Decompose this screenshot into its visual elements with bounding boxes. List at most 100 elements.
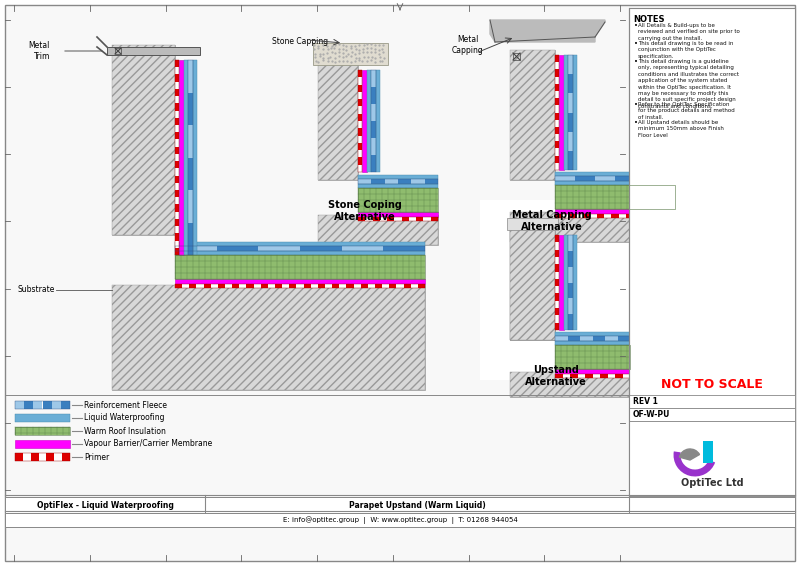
Bar: [510, 230, 555, 340]
Bar: [661, 214, 668, 218]
Bar: [555, 214, 562, 218]
Bar: [175, 110, 179, 118]
Bar: [175, 226, 179, 233]
Bar: [368, 284, 375, 288]
Text: OptiFlex - Liquid Waterproofing: OptiFlex - Liquid Waterproofing: [37, 500, 174, 509]
Bar: [568, 298, 573, 314]
Bar: [339, 284, 346, 288]
Bar: [358, 99, 362, 106]
Bar: [358, 128, 362, 136]
Bar: [184, 60, 188, 255]
Text: Parapet Upstand (Warm Liquid): Parapet Upstand (Warm Liquid): [349, 500, 486, 509]
Bar: [175, 118, 179, 125]
Text: Metal
Trim: Metal Trim: [29, 41, 50, 61]
Bar: [358, 136, 362, 143]
Bar: [358, 175, 438, 179]
Bar: [646, 214, 654, 218]
Bar: [568, 113, 573, 132]
Bar: [555, 323, 559, 330]
Bar: [555, 113, 559, 119]
Bar: [555, 214, 675, 218]
Text: Reinforcement Fleece: Reinforcement Fleece: [84, 401, 167, 409]
Bar: [555, 369, 630, 374]
Bar: [205, 497, 629, 513]
Bar: [175, 139, 179, 147]
Bar: [555, 345, 630, 369]
Bar: [600, 374, 607, 378]
Bar: [367, 70, 371, 172]
Bar: [607, 374, 615, 378]
Bar: [115, 48, 121, 54]
Bar: [38, 453, 46, 461]
Bar: [595, 176, 615, 181]
Bar: [188, 92, 193, 125]
Bar: [555, 142, 559, 148]
Bar: [418, 284, 425, 288]
Bar: [555, 374, 630, 378]
Bar: [411, 179, 425, 184]
Bar: [318, 284, 325, 288]
Text: NOT TO SCALE: NOT TO SCALE: [661, 379, 763, 392]
Bar: [568, 314, 573, 330]
Bar: [510, 212, 675, 242]
Bar: [555, 148, 559, 156]
Bar: [15, 401, 70, 409]
Text: NOTES: NOTES: [633, 15, 665, 24]
Bar: [46, 453, 54, 461]
Bar: [555, 84, 559, 91]
Bar: [629, 421, 795, 496]
Bar: [510, 372, 630, 397]
Bar: [358, 188, 438, 212]
Bar: [15, 401, 24, 409]
Bar: [570, 374, 578, 378]
Text: Refer to the OptiTec Specification
for the product details and method
of install: Refer to the OptiTec Specification for t…: [638, 102, 734, 120]
Bar: [394, 217, 402, 221]
Bar: [175, 204, 179, 212]
Bar: [387, 217, 394, 221]
Bar: [358, 106, 362, 114]
Bar: [568, 235, 573, 251]
Bar: [175, 255, 425, 279]
Bar: [555, 62, 559, 70]
Bar: [175, 190, 179, 197]
Bar: [559, 235, 564, 330]
Bar: [310, 284, 318, 288]
Bar: [175, 284, 425, 288]
Bar: [555, 181, 675, 185]
Text: Stone Capping: Stone Capping: [272, 37, 328, 46]
Bar: [605, 214, 611, 218]
Bar: [568, 132, 573, 151]
Bar: [555, 235, 559, 242]
Bar: [371, 70, 376, 172]
Bar: [342, 246, 383, 251]
Text: OF-W-PU: OF-W-PU: [633, 410, 670, 419]
Bar: [371, 138, 376, 155]
Bar: [425, 179, 438, 184]
Bar: [430, 217, 438, 221]
Bar: [376, 70, 380, 172]
Bar: [290, 284, 297, 288]
Bar: [61, 401, 70, 409]
Bar: [555, 286, 559, 293]
Bar: [555, 257, 559, 264]
Bar: [358, 188, 438, 212]
Bar: [182, 284, 190, 288]
Bar: [410, 284, 418, 288]
Bar: [254, 284, 261, 288]
Bar: [575, 176, 595, 181]
Text: •: •: [634, 41, 638, 47]
Bar: [555, 293, 559, 301]
Bar: [576, 214, 583, 218]
Bar: [346, 284, 354, 288]
Bar: [375, 284, 382, 288]
Bar: [15, 440, 70, 448]
Bar: [358, 121, 362, 128]
Bar: [585, 374, 593, 378]
Bar: [190, 284, 197, 288]
Bar: [555, 172, 675, 176]
Bar: [175, 219, 179, 226]
Bar: [239, 284, 246, 288]
Bar: [282, 284, 290, 288]
Bar: [358, 157, 362, 165]
Bar: [555, 55, 559, 170]
